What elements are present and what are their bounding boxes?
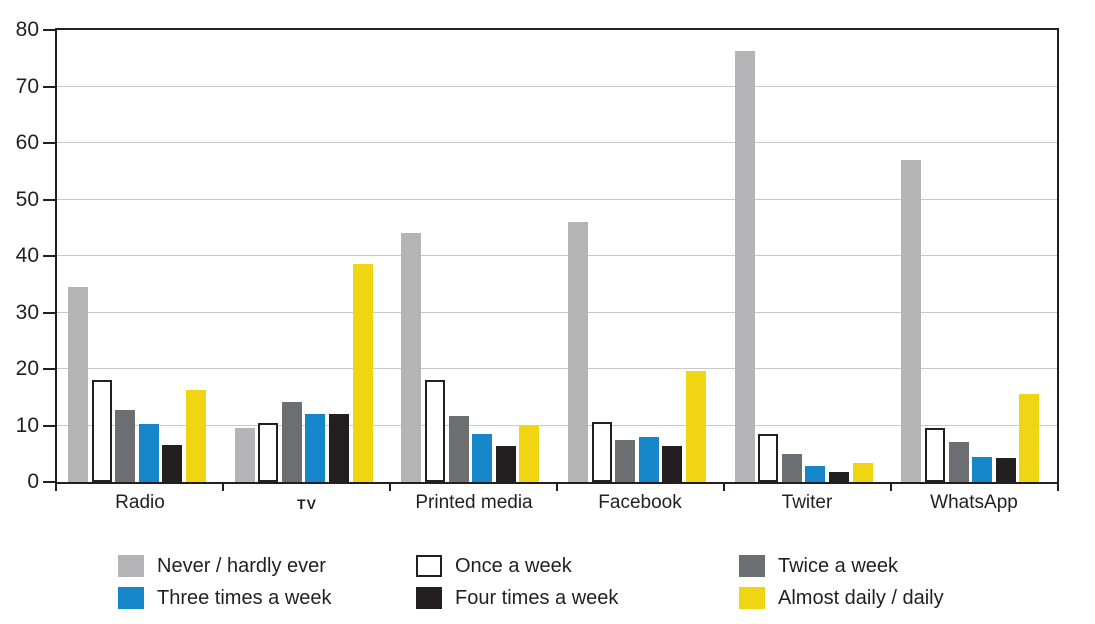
y-axis-tick-20 [43, 368, 55, 370]
x-axis-tick-4 [723, 482, 725, 491]
legend-swatch-almost-daily-daily [739, 587, 765, 609]
bar-never-hardly-ever-tv [235, 428, 255, 482]
y-axis-label-50: 50 [15, 188, 39, 211]
plot-area [55, 28, 1059, 484]
bar-almost-daily-daily-radio [186, 390, 206, 482]
bar-three-times-a-week-twiter [805, 466, 825, 482]
bar-three-times-a-week-whatsapp [972, 457, 992, 482]
category-label-radio: Radio [115, 492, 165, 513]
gridline-40 [57, 255, 1057, 256]
bar-four-times-a-week-radio [162, 445, 182, 482]
y-axis-label-20: 20 [15, 357, 39, 380]
y-axis-tick-50 [43, 199, 55, 201]
bar-four-times-a-week-whatsapp [996, 458, 1016, 482]
legend-label-once-a-week: Once a week [455, 555, 572, 577]
legend-label-four-times-a-week: Four times a week [455, 587, 619, 609]
bar-once-a-week-twiter [758, 434, 778, 482]
bar-three-times-a-week-printed-media [472, 434, 492, 482]
legend-swatch-never-hardly-ever [118, 555, 144, 577]
bar-never-hardly-ever-radio [68, 287, 88, 482]
y-axis-label-30: 30 [15, 301, 39, 324]
bar-twice-a-week-radio [115, 410, 135, 482]
bar-twice-a-week-printed-media [449, 416, 469, 482]
bar-never-hardly-ever-whatsapp [901, 160, 921, 482]
category-label-facebook: Facebook [598, 492, 682, 513]
y-axis-label-70: 70 [15, 75, 39, 98]
bar-once-a-week-radio [92, 380, 112, 482]
legend-label-almost-daily-daily: Almost daily / daily [778, 587, 944, 609]
gridline-30 [57, 311, 1057, 313]
bar-once-a-week-tv [258, 423, 278, 482]
bar-three-times-a-week-tv [305, 414, 325, 482]
y-axis-label-40: 40 [15, 244, 39, 267]
legend-item-three-times-a-week: Three times a week [118, 587, 416, 609]
bar-never-hardly-ever-printed-media [401, 233, 421, 482]
bar-once-a-week-printed-media [425, 380, 445, 482]
bar-almost-daily-daily-tv [353, 264, 373, 482]
bar-twice-a-week-tv [282, 402, 302, 482]
bar-almost-daily-daily-whatsapp [1019, 394, 1039, 482]
legend-item-twice-a-week: Twice a week [739, 555, 944, 577]
y-axis-label-80: 80 [15, 18, 39, 41]
x-axis-tick-2 [389, 482, 391, 491]
y-axis-label-0: 0 [27, 470, 39, 493]
legend-item-once-a-week: Once a week [416, 555, 739, 577]
legend-item-almost-daily-daily: Almost daily / daily [739, 587, 944, 609]
legend-label-three-times-a-week: Three times a week [157, 587, 332, 609]
chart-legend: Never / hardly ever Once a week Twice a we… [118, 555, 944, 609]
x-axis-tick-6 [1057, 482, 1059, 491]
category-label-printed-media: Printed media [415, 492, 533, 513]
y-axis-tick-70 [43, 86, 55, 88]
y-axis-tick-0 [43, 481, 55, 483]
bar-three-times-a-week-radio [139, 424, 159, 482]
y-axis-tick-60 [43, 142, 55, 144]
y-axis-tick-10 [43, 425, 55, 427]
gridline-10 [57, 424, 1057, 426]
x-axis-tick-0 [55, 482, 57, 491]
bar-almost-daily-daily-twiter [853, 463, 873, 482]
legend-label-never-hardly-ever: Never / hardly ever [157, 555, 326, 577]
legend-label-twice-a-week: Twice a week [778, 555, 899, 577]
bar-four-times-a-week-twiter [829, 472, 849, 482]
y-axis-label-10: 10 [15, 414, 39, 437]
legend-swatch-four-times-a-week [416, 587, 442, 609]
bar-twice-a-week-facebook [615, 440, 635, 482]
bar-almost-daily-daily-facebook [686, 371, 706, 482]
legend-item-four-times-a-week: Four times a week [416, 587, 739, 609]
x-axis-tick-3 [556, 482, 558, 491]
category-label-whatsapp: WhatsApp [930, 492, 1018, 513]
gridline-70 [57, 85, 1057, 87]
bar-four-times-a-week-facebook [662, 446, 682, 482]
category-label-tv: TV [297, 496, 317, 512]
gridline-20 [57, 368, 1057, 369]
y-axis-tick-80 [43, 29, 55, 31]
x-axis-tick-1 [222, 482, 224, 491]
gridline-60 [57, 142, 1057, 143]
bar-twice-a-week-whatsapp [949, 442, 969, 482]
bar-never-hardly-ever-facebook [568, 222, 588, 482]
legend-item-never-hardly-ever: Never / hardly ever [118, 555, 416, 577]
y-axis-label-60: 60 [15, 131, 39, 154]
bar-four-times-a-week-tv [329, 414, 349, 482]
bar-almost-daily-daily-printed-media [519, 426, 539, 482]
bar-twice-a-week-twiter [782, 454, 802, 482]
x-axis-tick-5 [890, 482, 892, 491]
bar-never-hardly-ever-twiter [735, 51, 755, 482]
legend-swatch-once-a-week [416, 555, 442, 577]
category-label-twiter: Twiter [781, 492, 833, 513]
legend-swatch-twice-a-week [739, 555, 765, 577]
gridline-50 [57, 198, 1057, 200]
bar-four-times-a-week-printed-media [496, 446, 516, 482]
bar-once-a-week-facebook [592, 422, 612, 482]
legend-swatch-three-times-a-week [118, 587, 144, 609]
y-axis-tick-40 [43, 255, 55, 257]
bar-once-a-week-whatsapp [925, 428, 945, 482]
y-axis-tick-30 [43, 312, 55, 314]
bar-three-times-a-week-facebook [639, 437, 659, 482]
